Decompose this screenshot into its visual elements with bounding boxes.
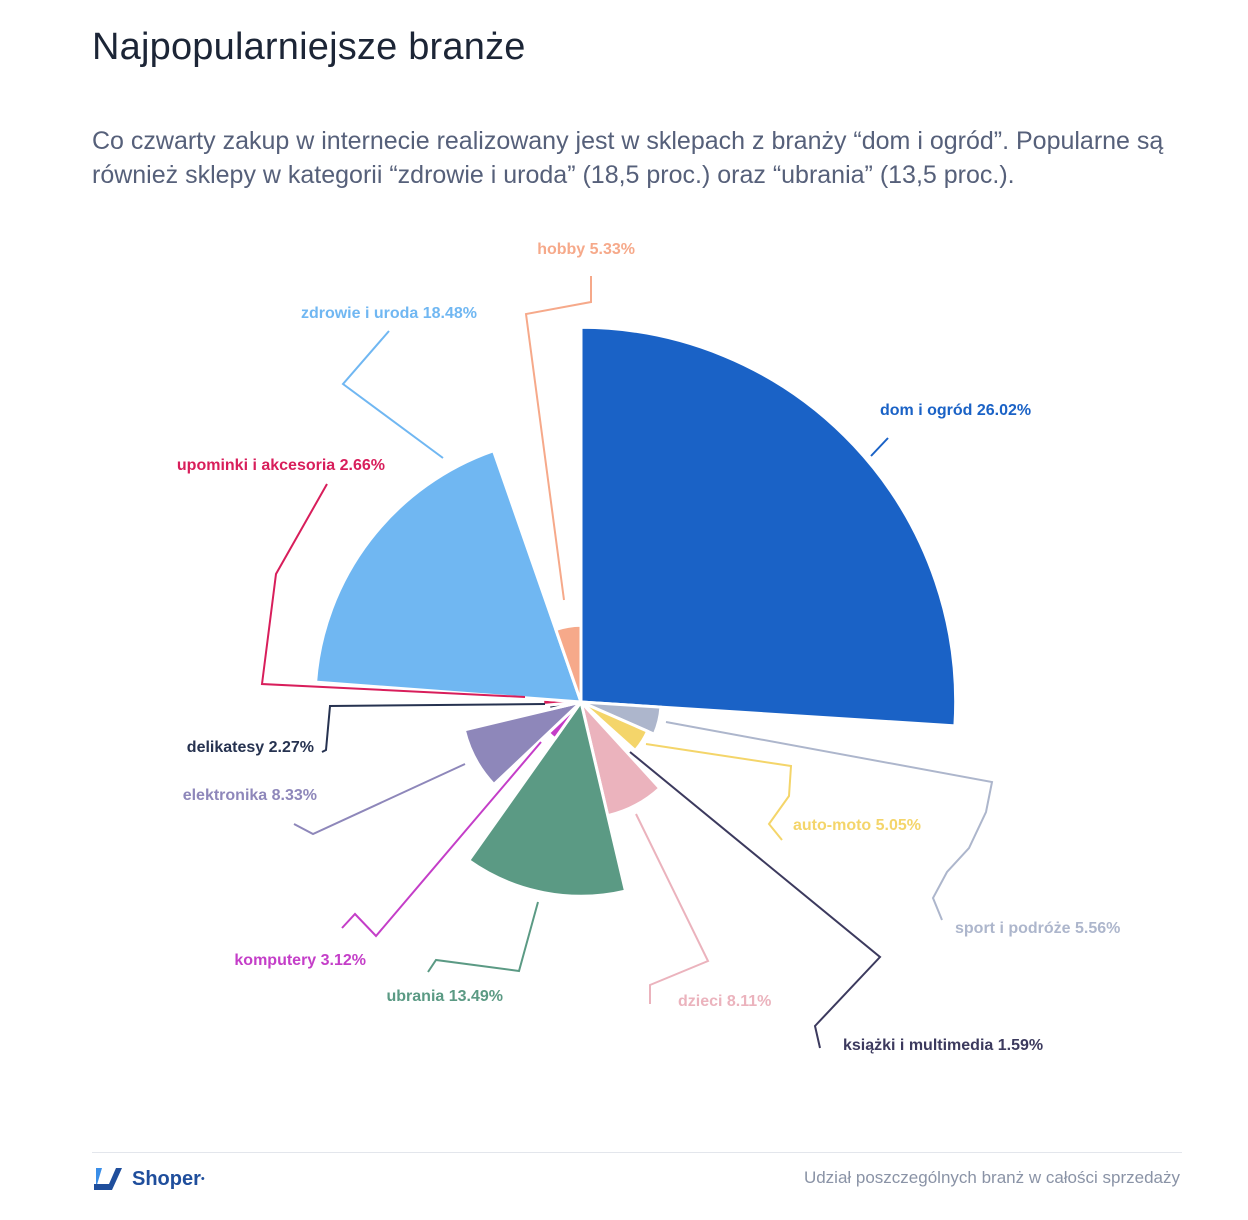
pie-slice-zdrowie-i-uroda[interactable] (314, 449, 583, 704)
shoper-logo[interactable]: Shoper • (92, 1162, 205, 1196)
data-label-zdrowie-i-uroda: zdrowie i uroda 18.48% (301, 305, 477, 322)
pie-slice-auto-moto[interactable] (579, 700, 650, 752)
data-label-delikatesy: delikatesy 2.27% (187, 739, 314, 756)
data-label-dzieci: dzieci 8.11% (678, 993, 771, 1010)
leader-line-sport-i-podroze (665, 721, 994, 921)
leader-line-ksiazki-i-multimedia (629, 751, 882, 1049)
pie-slice-dom-i-ogrod[interactable] (579, 325, 958, 728)
leader-line-ubrania (427, 901, 539, 973)
pie-chart: dom i ogród 26.02% sport i podróże 5.56% a… (177, 241, 1120, 1054)
chart-title: Najpopularniejsze branże (92, 26, 526, 68)
data-labels: dom i ogród 26.02% sport i podróże 5.56% a… (177, 241, 1120, 1054)
data-label-upominki-i-akcesoria: upominki i akcesoria 2.66% (177, 457, 385, 474)
data-label-elektronika: elektronika 8.33% (183, 787, 317, 804)
pie-slice-elektronika[interactable] (462, 700, 583, 786)
data-label-auto-moto: auto-moto 5.05% (793, 817, 921, 834)
data-label-sport-i-podroze: sport i podróże 5.56% (955, 920, 1120, 937)
leader-line-dzieci (635, 813, 710, 1004)
data-label-hobby: hobby 5.33% (537, 241, 635, 258)
logo-mark: • (200, 1173, 205, 1185)
data-label-ksiazki-i-multimedia: książki i multimedia 1.59% (843, 1037, 1043, 1054)
footer-caption: Udział poszczególnych branż w całości sp… (803, 1168, 1180, 1187)
data-label-ubrania: ubrania 13.49% (387, 988, 504, 1005)
leader-line-elektronika (293, 763, 466, 836)
footer-divider (92, 1152, 1182, 1153)
pie-slice-hobby[interactable] (554, 623, 583, 704)
pie-slice-ubrania[interactable] (467, 700, 627, 898)
data-label-dom-i-ogrod: dom i ogród 26.02% (880, 402, 1031, 419)
data-label-komputery: komputery 3.12% (234, 952, 366, 969)
leader-line-hobby (524, 276, 592, 601)
pie-slices (314, 325, 958, 898)
leader-line-komputery (341, 741, 542, 938)
chart-subtitle: Co czwarty zakup w internecie realizowan… (92, 127, 1164, 189)
logo-text: Shoper (132, 1167, 201, 1190)
leader-line-auto-moto (645, 743, 793, 841)
leader-lines (260, 276, 994, 1049)
leader-line-dom-i-ogrod (870, 437, 889, 457)
shoper-logo-icon (94, 1168, 122, 1190)
leader-line-zdrowie-i-uroda (341, 330, 444, 459)
leader-line-upominki-i-akcesoria (260, 483, 526, 698)
leader-line-delikatesy (321, 703, 546, 753)
